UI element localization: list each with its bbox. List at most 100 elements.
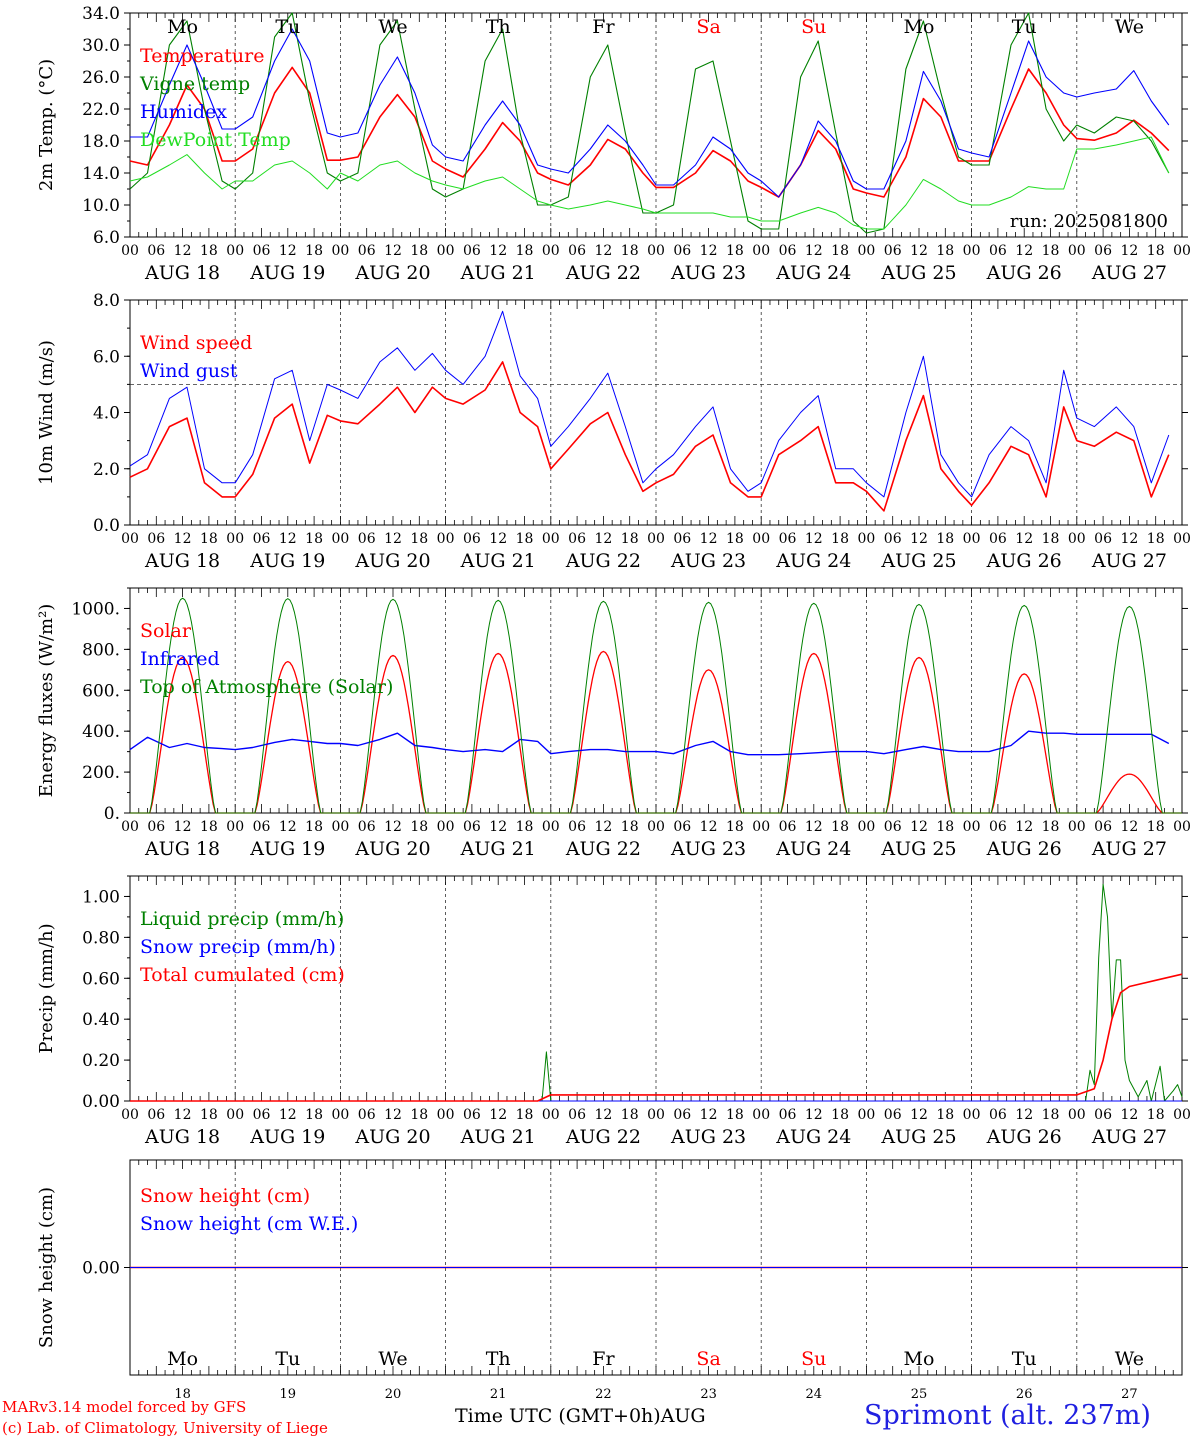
hour-label: 12 <box>1015 243 1033 259</box>
hour-label: 18 <box>936 819 954 835</box>
hour-label: 12 <box>174 819 192 835</box>
date-label: AUG 18 <box>144 838 220 860</box>
hour-label: 06 <box>463 243 481 259</box>
hour-label: 06 <box>253 243 271 259</box>
hour-label: 18 <box>936 1107 954 1123</box>
date-label: AUG 20 <box>354 838 430 860</box>
hour-label: 00 <box>121 531 139 547</box>
day-number: 20 <box>385 1387 402 1402</box>
hour-label: 06 <box>673 1107 691 1123</box>
day-number: 27 <box>1121 1387 1138 1402</box>
legend-entry: Humidex <box>140 101 227 123</box>
date-label: AUG 25 <box>880 550 956 572</box>
hour-label: 12 <box>805 1107 823 1123</box>
day-number: 22 <box>595 1387 612 1402</box>
day-abbr: We <box>378 16 407 38</box>
legend-entry: Temperature <box>140 45 264 67</box>
hour-label: 12 <box>594 243 612 259</box>
y-tick-label: 6.0 <box>93 347 120 367</box>
legend-entry: Infrared <box>140 648 220 670</box>
y-tick-label: 0.40 <box>82 1010 120 1030</box>
date-label: AUG 25 <box>880 1126 956 1148</box>
date-label: AUG 18 <box>144 262 220 284</box>
hour-label: 00 <box>437 243 455 259</box>
panel-frame <box>129 299 1183 526</box>
hour-label: 06 <box>147 819 165 835</box>
hour-label: 18 <box>305 531 323 547</box>
hour-label: 12 <box>489 243 507 259</box>
panel-1: 6.0 10.0 14.0 18.0 22.0 26.0 30.0 34.0 2m Temp. … <box>36 4 1191 284</box>
day-number: 18 <box>174 1387 191 1402</box>
day-abbr: Fr <box>592 1348 615 1370</box>
x-axis-title: Time UTC (GMT+0h)AUG <box>455 1405 706 1427</box>
hour-label: 06 <box>147 1107 165 1123</box>
day-abbr: Th <box>486 1348 511 1370</box>
hour-label: 12 <box>1015 531 1033 547</box>
date-label: AUG 19 <box>249 550 325 572</box>
station-name: Sprimont (alt. 237m) <box>864 1400 1151 1431</box>
date-label: AUG 27 <box>1091 1126 1167 1148</box>
hour-label: 18 <box>200 243 218 259</box>
hour-label: 18 <box>305 1107 323 1123</box>
hour-label: 18 <box>621 1107 639 1123</box>
legend-entry: Snow height (cm W.E.) <box>140 1213 358 1235</box>
hour-label: 06 <box>673 531 691 547</box>
hour-label: 00 <box>857 243 875 259</box>
y-tick-label: 14.0 <box>82 164 120 184</box>
date-label: AUG 19 <box>249 262 325 284</box>
panel-2: 0.0 2.0 4.0 6.0 8.0 10m Wind (m/s) Wind speed W… <box>36 291 1191 572</box>
hour-label: 18 <box>1042 819 1060 835</box>
y-tick-label: 4.0 <box>93 404 120 424</box>
hour-label: 00 <box>1173 531 1191 547</box>
hour-label: 00 <box>437 819 455 835</box>
hour-label: 18 <box>1042 243 1060 259</box>
hour-label: 06 <box>147 243 165 259</box>
hour-label: 06 <box>1094 243 1112 259</box>
day-abbr: Mo <box>167 1348 198 1370</box>
hour-label: 00 <box>226 1107 244 1123</box>
hour-label: 18 <box>1147 1107 1165 1123</box>
legend-entry: Liquid precip (mm/h) <box>140 908 344 930</box>
hour-label: 18 <box>410 531 428 547</box>
hour-label: 12 <box>700 531 718 547</box>
hour-label: 12 <box>1120 531 1138 547</box>
hour-label: 00 <box>647 819 665 835</box>
hour-label: 00 <box>1068 1107 1086 1123</box>
hour-label: 12 <box>910 1107 928 1123</box>
hour-label: 00 <box>752 531 770 547</box>
hour-label: 06 <box>884 531 902 547</box>
date-label: AUG 26 <box>986 1126 1062 1148</box>
hour-label: 06 <box>989 531 1007 547</box>
hour-label: 12 <box>489 819 507 835</box>
hour-label: 06 <box>568 531 586 547</box>
hour-label: 18 <box>1042 1107 1060 1123</box>
hour-label: 00 <box>437 1107 455 1123</box>
date-label: AUG 27 <box>1091 262 1167 284</box>
panel-5: 0.00 Snow height (cm) Snow height (cm) Snow… <box>36 1159 1188 1402</box>
hour-label: 00 <box>752 819 770 835</box>
hour-label: 00 <box>542 531 560 547</box>
hour-label: 18 <box>726 819 744 835</box>
hour-label: 00 <box>226 243 244 259</box>
hour-label: 00 <box>121 819 139 835</box>
y-tick-label: 0.80 <box>82 928 120 948</box>
hour-label: 12 <box>174 531 192 547</box>
hour-label: 06 <box>358 819 376 835</box>
hour-label: 00 <box>647 243 665 259</box>
series-dewpoint-temp <box>129 136 1170 230</box>
day-abbr: Tu <box>1012 16 1037 38</box>
hour-label: 00 <box>331 531 349 547</box>
hour-label: 18 <box>621 531 639 547</box>
hour-label: 06 <box>989 243 1007 259</box>
series-vigne-temp <box>129 12 1170 234</box>
y-tick-label: 0. <box>104 804 120 824</box>
hour-label: 12 <box>1120 243 1138 259</box>
hour-label: 12 <box>594 819 612 835</box>
hour-label: 12 <box>1015 819 1033 835</box>
hour-label: 00 <box>1068 243 1086 259</box>
date-label: AUG 20 <box>354 1126 430 1148</box>
series-total-cumulated-cm <box>130 973 1183 1102</box>
hour-label: 00 <box>752 1107 770 1123</box>
hour-label: 12 <box>384 819 402 835</box>
